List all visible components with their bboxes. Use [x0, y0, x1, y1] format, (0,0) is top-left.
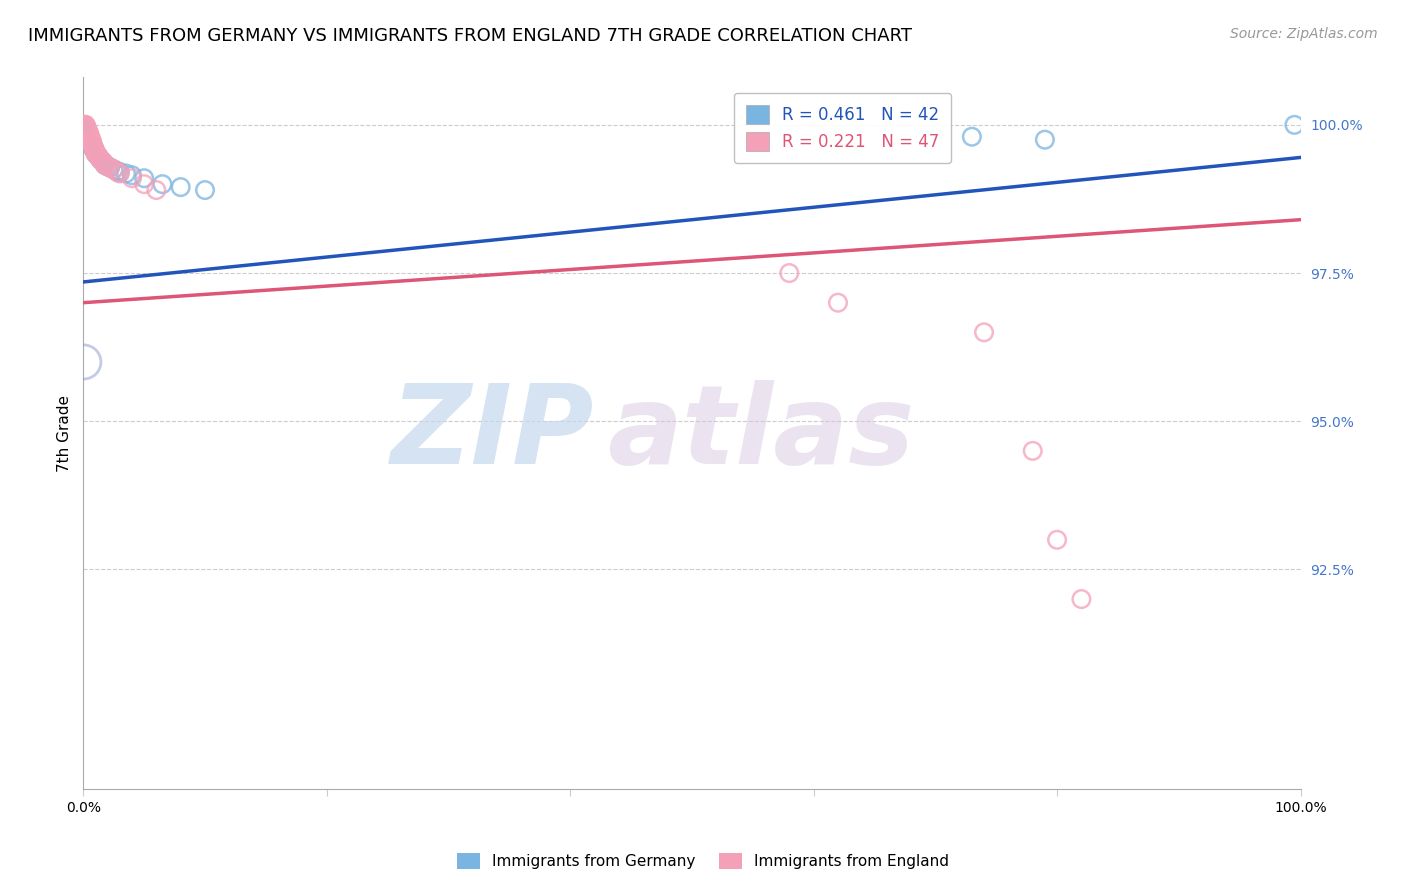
- Point: [87, 149, 110, 163]
- Point: [98, 161, 121, 175]
- Point: [108, 166, 131, 180]
- Point: [83, 142, 105, 156]
- Point: [89, 153, 111, 167]
- Point: [82, 138, 104, 153]
- Text: ZIP: ZIP: [391, 380, 595, 487]
- Point: [73, 118, 96, 132]
- Point: [80, 134, 103, 148]
- Point: [76, 127, 98, 141]
- Point: [77, 127, 100, 141]
- Point: [83, 143, 105, 157]
- Point: [105, 164, 128, 178]
- Point: [89, 153, 111, 167]
- Point: [827, 295, 849, 310]
- Text: Source: ZipAtlas.com: Source: ZipAtlas.com: [1230, 27, 1378, 41]
- Point: [1070, 592, 1092, 607]
- Point: [93, 156, 115, 170]
- Point: [83, 142, 105, 156]
- Point: [80, 136, 103, 151]
- Point: [134, 171, 156, 186]
- Point: [76, 124, 98, 138]
- Point: [97, 159, 120, 173]
- Point: [79, 136, 101, 150]
- Point: [79, 129, 101, 144]
- Text: IMMIGRANTS FROM GERMANY VS IMMIGRANTS FROM ENGLAND 7TH GRADE CORRELATION CHART: IMMIGRANTS FROM GERMANY VS IMMIGRANTS FR…: [28, 27, 912, 45]
- Point: [91, 154, 114, 169]
- Point: [87, 151, 110, 165]
- Point: [84, 146, 107, 161]
- Point: [121, 171, 143, 186]
- Point: [77, 127, 100, 141]
- Point: [103, 162, 125, 177]
- Point: [194, 183, 217, 197]
- Point: [84, 146, 107, 161]
- Point: [77, 129, 100, 144]
- Point: [75, 118, 97, 132]
- Point: [152, 177, 174, 191]
- Point: [145, 183, 167, 197]
- Point: [75, 120, 97, 135]
- Point: [79, 129, 101, 144]
- Point: [75, 120, 97, 135]
- Point: [84, 145, 107, 159]
- Point: [86, 147, 108, 161]
- Point: [973, 326, 995, 340]
- Point: [75, 119, 97, 133]
- Point: [90, 153, 112, 168]
- Point: [121, 168, 143, 182]
- Point: [83, 143, 105, 157]
- Point: [79, 128, 101, 143]
- Point: [73, 355, 96, 369]
- Point: [82, 140, 104, 154]
- Point: [87, 149, 110, 163]
- Point: [80, 136, 103, 150]
- Point: [1046, 533, 1069, 547]
- Point: [80, 136, 103, 151]
- Point: [87, 151, 110, 165]
- Point: [103, 162, 125, 177]
- Point: [1022, 443, 1045, 458]
- Point: [76, 124, 98, 138]
- Point: [73, 118, 96, 132]
- Point: [91, 154, 114, 169]
- Text: atlas: atlas: [607, 380, 914, 487]
- Point: [82, 142, 104, 156]
- Point: [82, 138, 104, 153]
- Point: [75, 124, 97, 138]
- Point: [79, 133, 101, 147]
- Y-axis label: 7th Grade: 7th Grade: [58, 394, 72, 472]
- Point: [105, 165, 128, 179]
- Point: [98, 161, 121, 175]
- Point: [93, 156, 115, 170]
- Point: [76, 129, 98, 144]
- Point: [79, 133, 101, 147]
- Point: [77, 125, 100, 139]
- Point: [86, 147, 108, 161]
- Point: [97, 159, 120, 173]
- Point: [94, 158, 117, 172]
- Point: [90, 153, 112, 168]
- Point: [79, 131, 101, 145]
- Point: [1284, 118, 1306, 132]
- Legend: Immigrants from Germany, Immigrants from England: Immigrants from Germany, Immigrants from…: [451, 847, 955, 875]
- Point: [76, 120, 98, 135]
- Point: [76, 122, 98, 136]
- Point: [108, 165, 131, 179]
- Point: [79, 133, 101, 147]
- Point: [84, 145, 107, 159]
- Point: [79, 127, 101, 141]
- Point: [94, 158, 117, 172]
- Point: [169, 180, 191, 194]
- Point: [77, 124, 100, 138]
- Point: [73, 120, 96, 135]
- Point: [960, 129, 983, 144]
- Point: [134, 177, 156, 191]
- Legend: R = 0.461   N = 42, R = 0.221   N = 47: R = 0.461 N = 42, R = 0.221 N = 47: [734, 93, 952, 163]
- Point: [80, 136, 103, 150]
- Point: [115, 166, 138, 180]
- Point: [778, 266, 800, 280]
- Point: [1033, 133, 1056, 147]
